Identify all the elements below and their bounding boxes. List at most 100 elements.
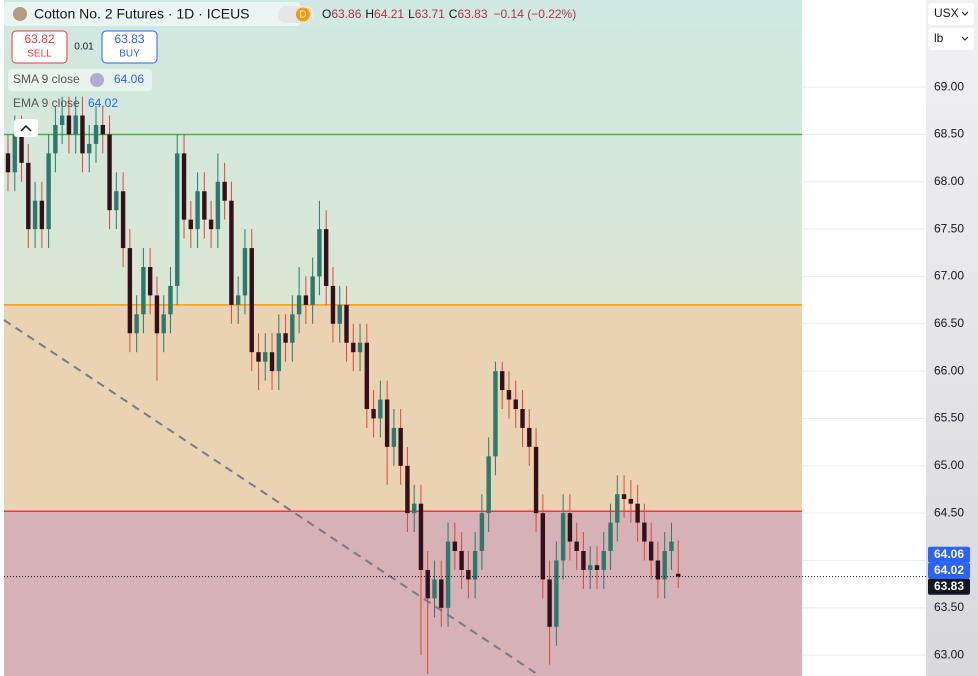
candle-body bbox=[5, 153, 11, 173]
candle-body bbox=[202, 191, 207, 220]
unit-select[interactable] bbox=[928, 28, 974, 50]
candle-body bbox=[554, 560, 559, 627]
candle-body bbox=[500, 371, 505, 391]
indicator-name[interactable]: SMA 9 close bbox=[13, 72, 80, 86]
zone bbox=[802, 0, 926, 676]
candle-body bbox=[513, 399, 518, 410]
trend-line bbox=[3, 319, 541, 676]
candle-body bbox=[215, 181, 221, 230]
ohlc-label: O bbox=[322, 7, 331, 21]
candle-body bbox=[635, 503, 640, 523]
candle-body bbox=[418, 503, 424, 570]
candle-body bbox=[412, 503, 417, 514]
symbol-title[interactable]: Cotton No. 2 Futures · 1D · ICEUS bbox=[34, 6, 250, 22]
candle-body bbox=[127, 248, 133, 334]
change: −0.14 (−0.22%) bbox=[494, 7, 577, 21]
candle-body bbox=[405, 465, 410, 514]
ohlc-label: L bbox=[408, 7, 415, 21]
candle-body bbox=[323, 229, 329, 286]
candle-body bbox=[547, 579, 552, 627]
candle-body bbox=[601, 551, 606, 570]
candle-body bbox=[100, 124, 105, 135]
candle-body bbox=[459, 551, 464, 570]
y-tick-label: 68.50 bbox=[934, 127, 964, 141]
candle-body bbox=[648, 541, 654, 561]
candle-body bbox=[472, 551, 478, 580]
candle-body bbox=[175, 153, 180, 286]
candle-body bbox=[188, 219, 193, 230]
candle-body bbox=[195, 191, 200, 230]
candle-body bbox=[371, 409, 376, 419]
candle-body bbox=[344, 304, 349, 343]
candle-body bbox=[141, 266, 146, 315]
indicator-value: 64.02 bbox=[88, 96, 118, 110]
candle-body bbox=[235, 295, 241, 305]
y-tick-label: 66.00 bbox=[934, 363, 964, 377]
collapse-button[interactable] bbox=[14, 119, 38, 137]
candle-body bbox=[439, 579, 444, 608]
candle-body bbox=[46, 153, 51, 230]
chevron bbox=[961, 36, 969, 41]
candle-body bbox=[479, 513, 485, 552]
candle-body bbox=[73, 115, 78, 135]
y-tick-label: 65.50 bbox=[934, 411, 964, 425]
candle-body bbox=[567, 513, 573, 542]
candle-body bbox=[540, 513, 546, 580]
candle-body bbox=[466, 569, 471, 580]
candle-body bbox=[621, 494, 627, 499]
candle-body bbox=[39, 200, 45, 230]
sell-button[interactable] bbox=[11, 30, 68, 64]
buy-button[interactable] bbox=[101, 30, 158, 64]
ohlc-label: C bbox=[449, 7, 458, 21]
candle-body bbox=[520, 409, 525, 428]
candle-body bbox=[303, 295, 309, 305]
currency-select[interactable] bbox=[928, 3, 974, 25]
candle-body bbox=[628, 498, 634, 504]
candle-body bbox=[147, 266, 153, 296]
price-tag bbox=[928, 578, 970, 595]
candle-body bbox=[581, 551, 586, 570]
candle-body bbox=[249, 248, 254, 353]
candle-body bbox=[283, 333, 288, 343]
candle-body bbox=[317, 229, 322, 277]
zone bbox=[4, 511, 802, 676]
candle-body bbox=[290, 314, 295, 343]
price-tag bbox=[928, 546, 970, 563]
candle-body bbox=[594, 565, 600, 570]
indicator-name[interactable]: EMA 9 close bbox=[13, 96, 80, 110]
candle-body bbox=[662, 551, 667, 580]
zone bbox=[4, 304, 802, 512]
buy-label: BUY bbox=[119, 49, 140, 60]
y-tick-label: 69.00 bbox=[934, 79, 964, 93]
candle-body bbox=[222, 181, 227, 201]
candle-body bbox=[66, 115, 72, 135]
candle-body bbox=[357, 342, 363, 353]
candle-body bbox=[32, 200, 38, 230]
candle-body bbox=[87, 143, 92, 154]
candle-body bbox=[120, 191, 126, 249]
candle-body bbox=[154, 295, 160, 334]
candle-body bbox=[107, 134, 112, 211]
y-tick-label: 63.50 bbox=[934, 600, 964, 614]
indicator-icon bbox=[90, 73, 104, 87]
currency: USX bbox=[934, 6, 959, 20]
y-tick-label: 64.50 bbox=[934, 505, 964, 519]
candle-body bbox=[310, 276, 315, 305]
collapse-icon bbox=[20, 124, 32, 132]
indicator-bg bbox=[8, 69, 152, 91]
badge-dot bbox=[296, 7, 310, 22]
sell-label: SELL bbox=[27, 49, 52, 60]
candle-body bbox=[452, 541, 458, 552]
y-tick-label: 66.50 bbox=[934, 316, 964, 330]
price-tag-label: 64.02 bbox=[934, 563, 964, 577]
candle-body bbox=[59, 115, 65, 125]
candle-body bbox=[378, 399, 383, 419]
buy-price: 63.83 bbox=[114, 32, 144, 46]
sell-price: 63.82 bbox=[24, 32, 54, 46]
y-tick-label: 65.00 bbox=[934, 458, 964, 472]
candle-body bbox=[330, 285, 336, 324]
candle-body bbox=[161, 314, 166, 334]
candle-body bbox=[384, 399, 390, 447]
candle-body bbox=[398, 427, 403, 466]
